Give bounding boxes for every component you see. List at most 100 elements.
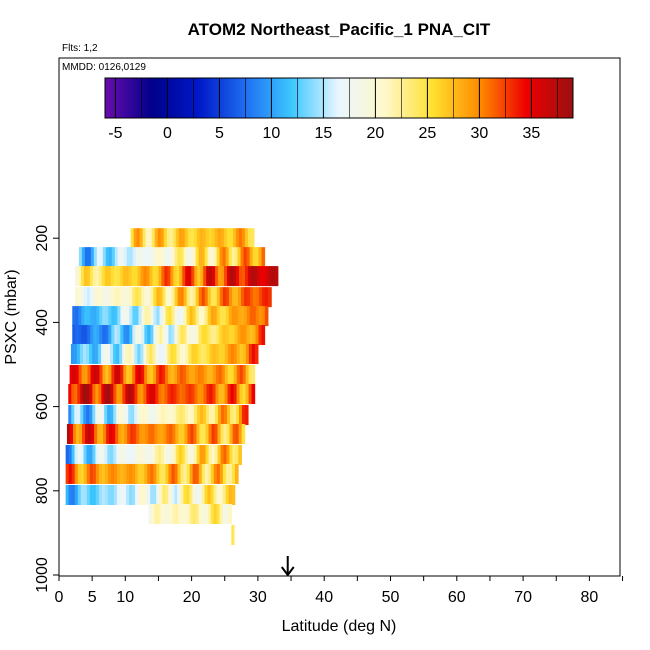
- heatmap-cell: [223, 228, 228, 249]
- heatmap-cell: [96, 247, 101, 268]
- heatmap-cell: [95, 485, 100, 506]
- heatmap-cell: [83, 485, 88, 506]
- heatmap-cell: [201, 485, 206, 506]
- heatmap-cell: [113, 343, 117, 364]
- heatmap-cell: [222, 287, 227, 308]
- heatmap-cell: [86, 383, 90, 404]
- heatmap-cell: [80, 266, 85, 287]
- heatmap-cell: [107, 405, 111, 426]
- heatmap-cell: [222, 325, 227, 346]
- heatmap-cell: [247, 266, 252, 287]
- heatmap-cell: [183, 306, 188, 327]
- heatmap-cell: [151, 503, 156, 524]
- heatmap-cell: [159, 306, 164, 327]
- heatmap-cell: [104, 266, 109, 287]
- heatmap-cell: [117, 306, 122, 327]
- heatmap-cell: [158, 405, 162, 426]
- heatmap-cell: [206, 266, 210, 287]
- heatmap-cell: [123, 247, 128, 268]
- heatmap-cell: [96, 325, 100, 346]
- heatmap-cell: [150, 365, 154, 386]
- heatmap-cell: [71, 445, 76, 466]
- heatmap-cell: [80, 445, 85, 466]
- heatmap-cell: [75, 423, 80, 444]
- heatmap-cell: [203, 343, 208, 364]
- heatmap-cell: [203, 365, 208, 386]
- heatmap-cell: [95, 405, 99, 426]
- heatmap-cell: [138, 247, 143, 268]
- heatmap-cell: [198, 287, 203, 308]
- heatmap-cell: [132, 306, 137, 327]
- heatmap-cell: [217, 423, 222, 444]
- heatmap-cell: [135, 287, 139, 308]
- heatmap-cell: [144, 485, 148, 506]
- heatmap-cell: [151, 423, 155, 444]
- heatmap-cell: [211, 228, 216, 249]
- heatmap-cell: [207, 325, 212, 346]
- heatmap-cell: [183, 287, 188, 308]
- heatmap-cell: [154, 228, 159, 249]
- heatmap-cell: [70, 343, 75, 364]
- heatmap-cell: [185, 266, 189, 287]
- heatmap-cell: [240, 287, 245, 308]
- heatmap-cell: [169, 503, 173, 524]
- heatmap-cell: [90, 306, 94, 327]
- heatmap-cell: [140, 266, 145, 287]
- heatmap-cell: [156, 325, 160, 346]
- heatmap-cell: [234, 287, 239, 308]
- heatmap-cell: [158, 343, 163, 364]
- heatmap-cell: [84, 365, 89, 386]
- heatmap-cell: [237, 247, 242, 268]
- heatmap-cell: [208, 423, 213, 444]
- heatmap-cell: [167, 405, 171, 426]
- heatmap-cell: [126, 247, 131, 268]
- heatmap-cell: [247, 287, 251, 308]
- x-tick-label: 0: [55, 589, 64, 606]
- heatmap-cell: [231, 287, 236, 308]
- heatmap-cell: [214, 423, 219, 444]
- heatmap-cell: [162, 325, 166, 346]
- heatmap-cell: [204, 247, 209, 268]
- heatmap-cell: [221, 405, 225, 426]
- heatmap-cell: [101, 463, 106, 484]
- heatmap-cell: [150, 485, 154, 506]
- heatmap-cell: [119, 266, 124, 287]
- heatmap-cell: [89, 405, 93, 426]
- heatmap-cell: [113, 266, 118, 287]
- heatmap-cell: [217, 445, 222, 466]
- heatmap-cell: [150, 306, 155, 327]
- heatmap-cell: [101, 485, 106, 506]
- heatmap-cell: [215, 343, 220, 364]
- heatmap-cell: [181, 445, 186, 466]
- heatmap-cell: [209, 343, 214, 364]
- heatmap-cell: [147, 306, 152, 327]
- heatmap-cell: [184, 423, 189, 444]
- heatmap-cell: [214, 445, 219, 466]
- heatmap-cell: [71, 463, 76, 484]
- heatmap-cell: [205, 228, 210, 249]
- heatmap-cell: [155, 383, 160, 404]
- heatmap-cell: [174, 247, 179, 268]
- heatmap-cell: [155, 343, 159, 364]
- heatmap-cell: [166, 503, 170, 524]
- heatmap-cell: [243, 287, 248, 308]
- heatmap-cell: [69, 423, 74, 444]
- heatmap-cell: [74, 287, 79, 308]
- heatmap-cell: [227, 266, 231, 287]
- heatmap-cell: [123, 306, 128, 327]
- heatmap-cell: [134, 405, 138, 426]
- heatmap-cell: [213, 463, 218, 484]
- heatmap-cell: [81, 247, 86, 268]
- heatmap-cell: [219, 247, 224, 268]
- x-tick-label: 10: [116, 589, 134, 606]
- heatmap-cell: [93, 247, 98, 268]
- heatmap-cell: [142, 228, 147, 249]
- heatmap-cell: [80, 463, 85, 484]
- heatmap-cell: [101, 266, 106, 287]
- heatmap-cell: [179, 383, 184, 404]
- heatmap-cell: [110, 266, 115, 287]
- heatmap-cell: [179, 343, 184, 364]
- heatmap-cell: [239, 343, 244, 364]
- heatmap-cell: [157, 445, 162, 466]
